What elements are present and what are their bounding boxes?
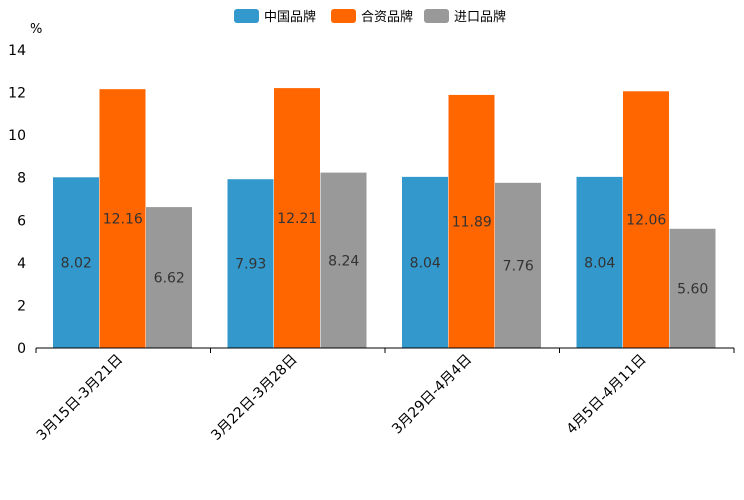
- y-axis: 0 2 4 6 8 10 12 14: [8, 43, 26, 357]
- bar[interactable]: [227, 179, 274, 348]
- legend-item[interactable]: 进口品牌: [424, 9, 506, 25]
- x-category-label: 3月29日-4月4日: [389, 352, 475, 438]
- x-category-label: 3月22日-3月28日: [208, 352, 300, 444]
- bar[interactable]: [448, 94, 495, 348]
- y-axis-unit-label: %: [30, 22, 42, 37]
- bars-group: 8.02 12.16 6.62 7.93 12.21 8.24 8.04 11.89 7.76 8…: [53, 88, 716, 349]
- y-tick-label: 2: [17, 298, 26, 314]
- bar[interactable]: [274, 88, 320, 348]
- data-label: 11.89: [452, 214, 492, 230]
- bar[interactable]: [669, 228, 716, 348]
- data-label: 8.24: [328, 253, 359, 269]
- y-tick-label: 14: [8, 43, 26, 59]
- legend-label: 进口品牌: [454, 9, 506, 25]
- x-category-label: 3月15日-3月21日: [34, 352, 126, 444]
- data-label: 8.04: [410, 255, 441, 271]
- bar[interactable]: [53, 177, 99, 348]
- data-label: 12.21: [277, 211, 317, 227]
- data-label: 6.62: [154, 271, 185, 287]
- legend: 中国品牌 合资品牌 进口品牌: [234, 9, 506, 25]
- bar[interactable]: [576, 176, 623, 348]
- legend-swatch: [424, 9, 449, 23]
- bar[interactable]: [99, 89, 146, 348]
- data-label: 5.60: [677, 281, 708, 297]
- bar[interactable]: [623, 91, 669, 349]
- data-label: 12.16: [103, 212, 143, 228]
- bar[interactable]: [495, 182, 541, 348]
- legend-label: 合资品牌: [361, 9, 413, 25]
- bar[interactable]: [402, 176, 448, 348]
- legend-item[interactable]: 合资品牌: [331, 9, 413, 25]
- y-tick-label: 10: [8, 128, 26, 144]
- y-tick-label: 8: [17, 171, 26, 187]
- data-label: 7.76: [503, 258, 534, 274]
- data-label: 8.04: [584, 255, 615, 271]
- x-category-label: 4月5日-4月11日: [564, 352, 650, 438]
- y-tick-label: 0: [17, 341, 26, 357]
- legend-label: 中国品牌: [264, 9, 316, 25]
- data-label: 7.93: [235, 257, 266, 273]
- bar[interactable]: [320, 172, 367, 348]
- x-axis: 3月15日-3月21日 3月22日-3月28日 3月29日-4月4日 4月5日-4月1…: [34, 347, 735, 444]
- data-label: 8.02: [61, 256, 92, 272]
- legend-swatch: [331, 9, 356, 23]
- y-tick-label: 4: [17, 256, 26, 272]
- bar[interactable]: [146, 207, 192, 348]
- legend-item[interactable]: 中国品牌: [234, 9, 316, 25]
- data-label: 12.06: [626, 213, 666, 229]
- y-tick-label: 6: [17, 213, 26, 229]
- legend-swatch: [234, 9, 259, 23]
- y-tick-label: 12: [8, 86, 26, 102]
